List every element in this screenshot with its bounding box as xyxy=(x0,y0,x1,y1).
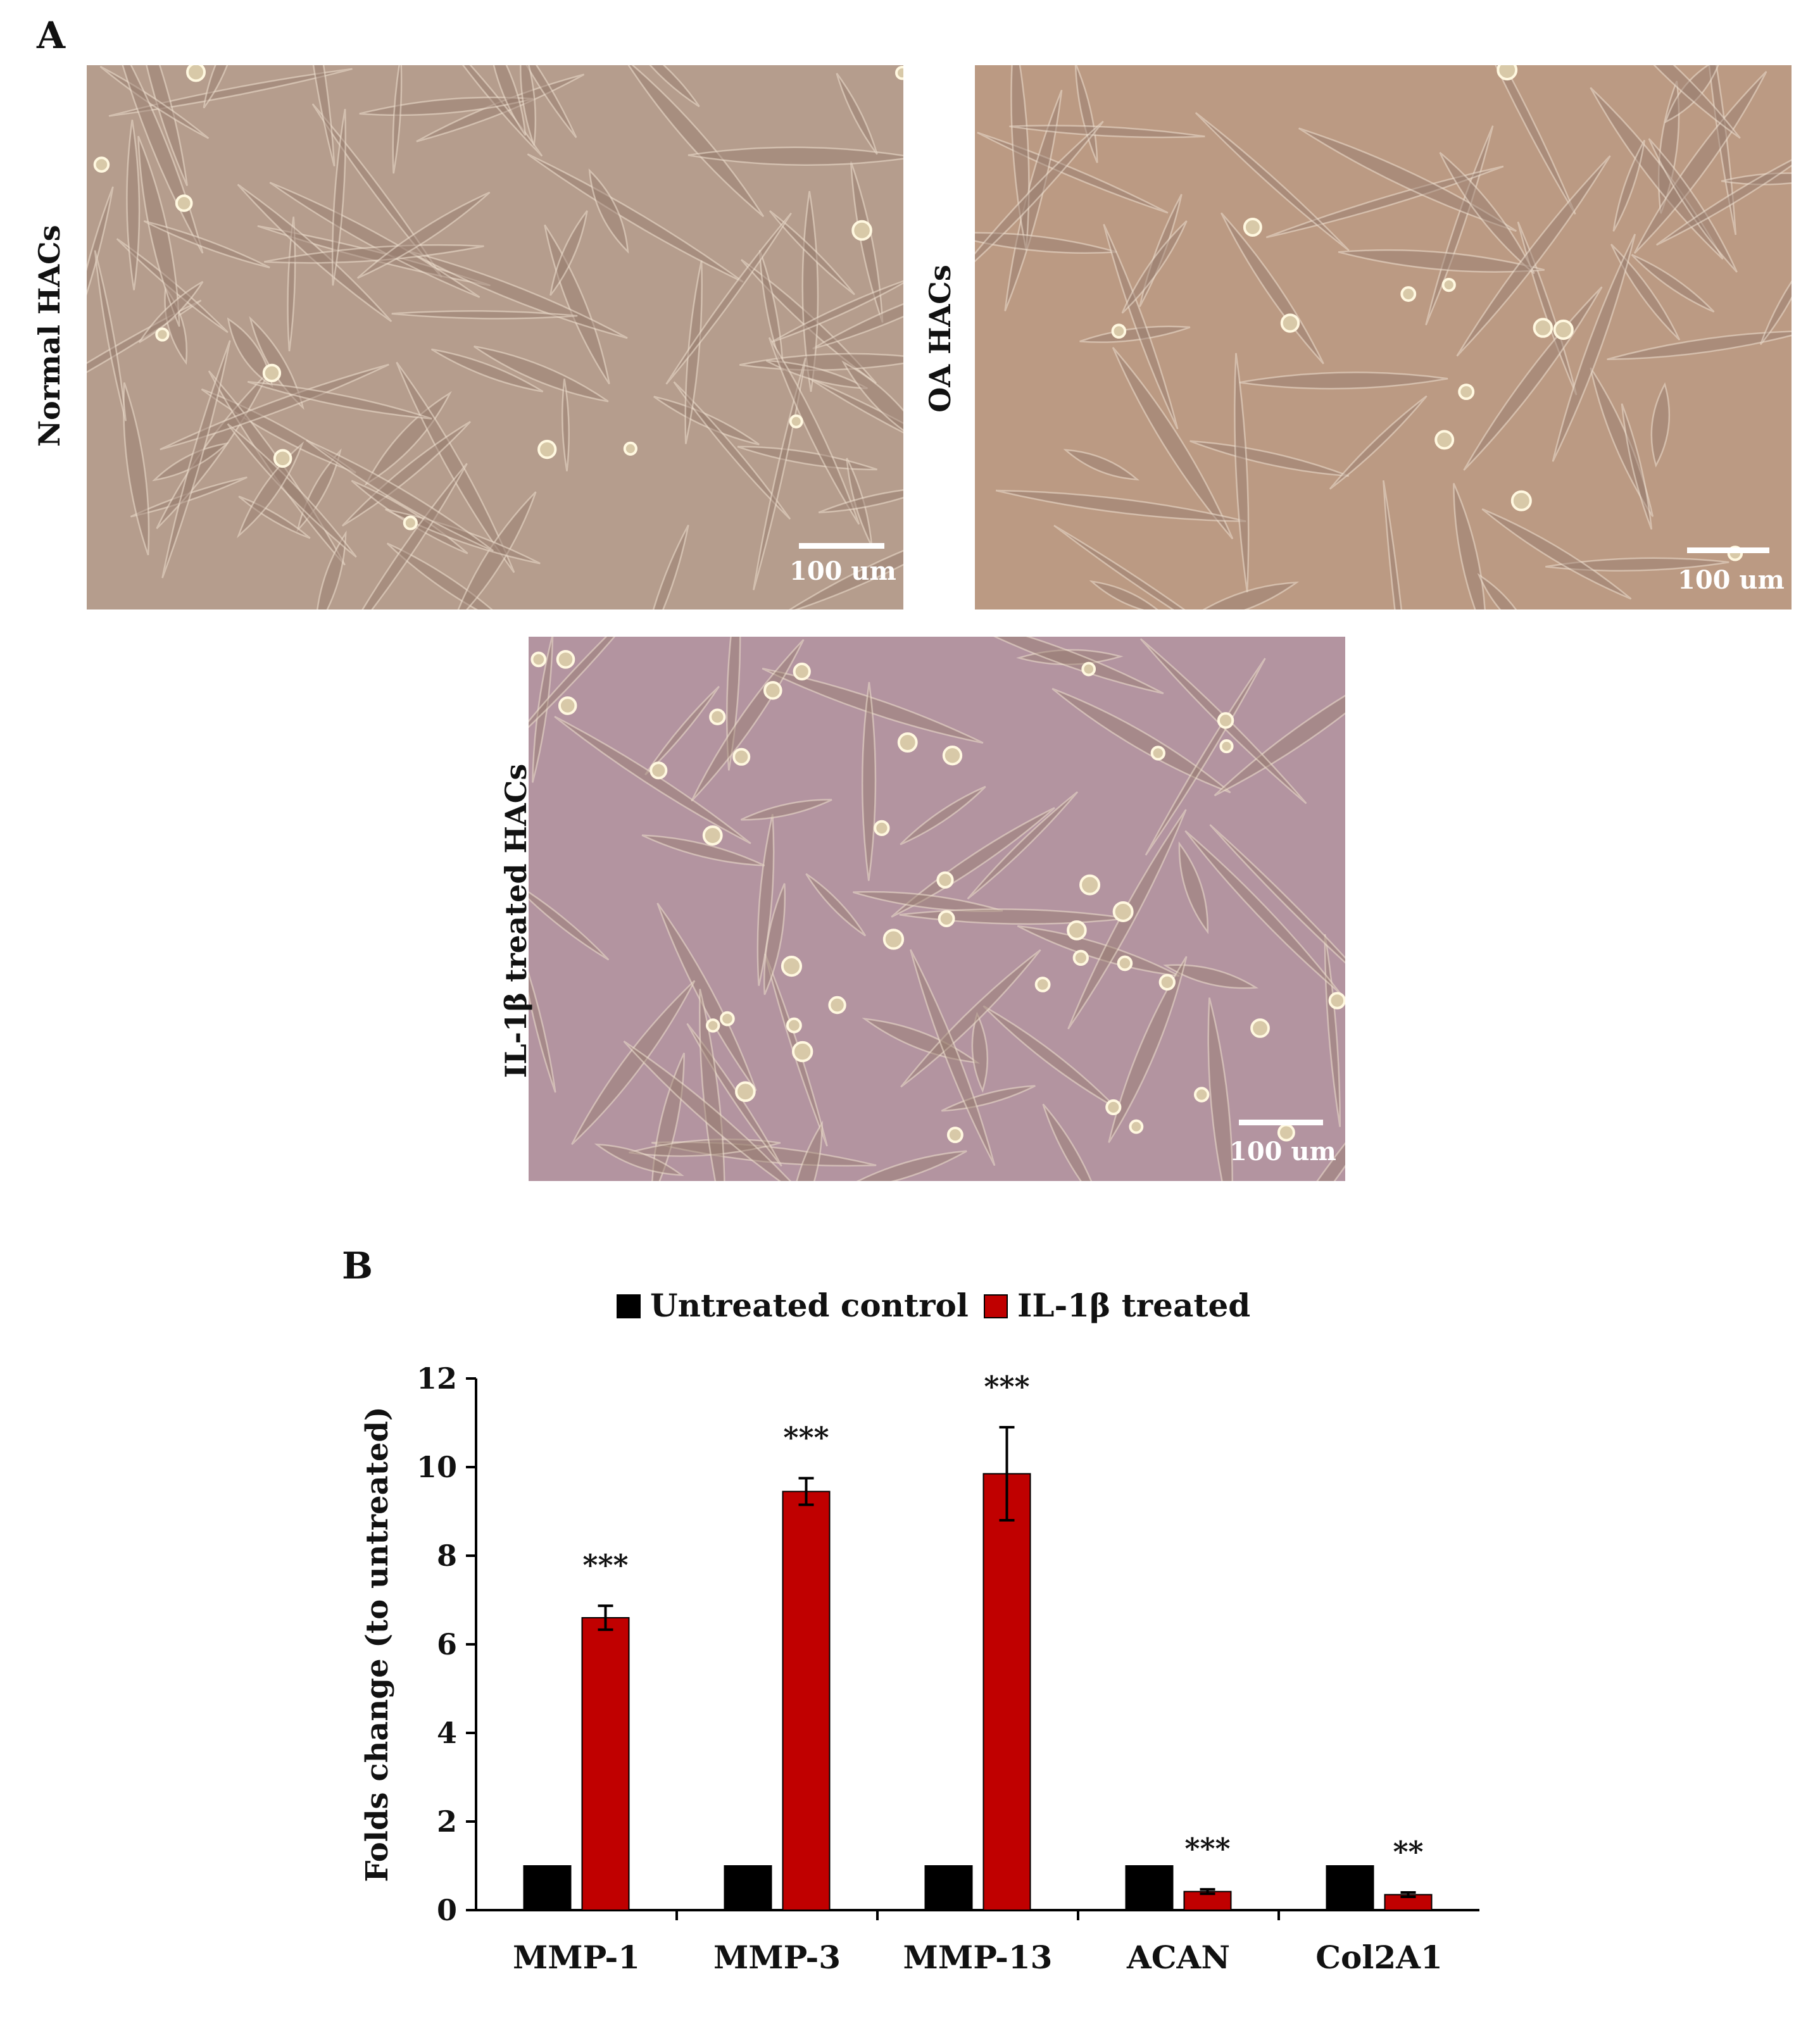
legend-label: Untreated control xyxy=(650,1287,969,1324)
scale-bar xyxy=(1687,547,1769,553)
bar xyxy=(1326,1865,1374,1911)
legend-swatch xyxy=(617,1294,641,1318)
x-tick-label: MMP-1 xyxy=(513,1939,640,1976)
panel-a-letter: A xyxy=(37,14,66,57)
significance-label: ** xyxy=(1393,1835,1423,1869)
scale-label: 100 um xyxy=(789,556,896,586)
bar xyxy=(924,1865,973,1911)
scale-bar xyxy=(799,543,884,549)
x-tick-label: MMP-13 xyxy=(903,1939,1053,1976)
micrograph-normal-hacs: 100 um xyxy=(87,65,903,609)
significance-label: *** xyxy=(783,1421,829,1455)
y-tick-label: 4 xyxy=(437,1716,457,1750)
x-tick-label: ACAN xyxy=(1126,1939,1230,1976)
legend-label: IL-1β treated xyxy=(1017,1287,1250,1324)
bar xyxy=(1125,1865,1174,1911)
scale-label: 100 um xyxy=(1678,565,1785,595)
significance-label: *** xyxy=(1184,1832,1230,1866)
bar xyxy=(782,1491,831,1911)
y-tick-label: 6 xyxy=(437,1627,457,1661)
bar xyxy=(724,1865,772,1911)
scale-label: 100 um xyxy=(1229,1137,1336,1166)
x-tick-label: Col2A1 xyxy=(1315,1939,1443,1976)
micrograph-oa-hacs: 100 um xyxy=(975,65,1792,609)
micrograph-texture xyxy=(87,65,903,609)
y-tick-label: 12 xyxy=(417,1361,457,1396)
significance-label: *** xyxy=(582,1548,628,1582)
bar xyxy=(581,1617,630,1911)
y-axis-label: Folds change (to untreated) xyxy=(360,1406,395,1882)
y-tick-label: 10 xyxy=(417,1450,457,1484)
y-tick-label: 2 xyxy=(437,1804,457,1839)
bar xyxy=(523,1865,572,1911)
significance-label: *** xyxy=(984,1370,1029,1404)
y-tick-label: 0 xyxy=(437,1893,457,1927)
x-tick-label: MMP-3 xyxy=(713,1939,841,1976)
micrograph-il1b-treated-hacs: 100 um xyxy=(529,637,1345,1181)
scale-bar xyxy=(1239,1120,1323,1125)
legend-swatch xyxy=(984,1294,1008,1318)
micrograph-texture xyxy=(975,65,1792,609)
panel-b-letter: B xyxy=(342,1244,373,1287)
micrograph-texture xyxy=(529,637,1345,1181)
y-tick-label: 8 xyxy=(437,1539,457,1573)
bar xyxy=(982,1473,1031,1911)
